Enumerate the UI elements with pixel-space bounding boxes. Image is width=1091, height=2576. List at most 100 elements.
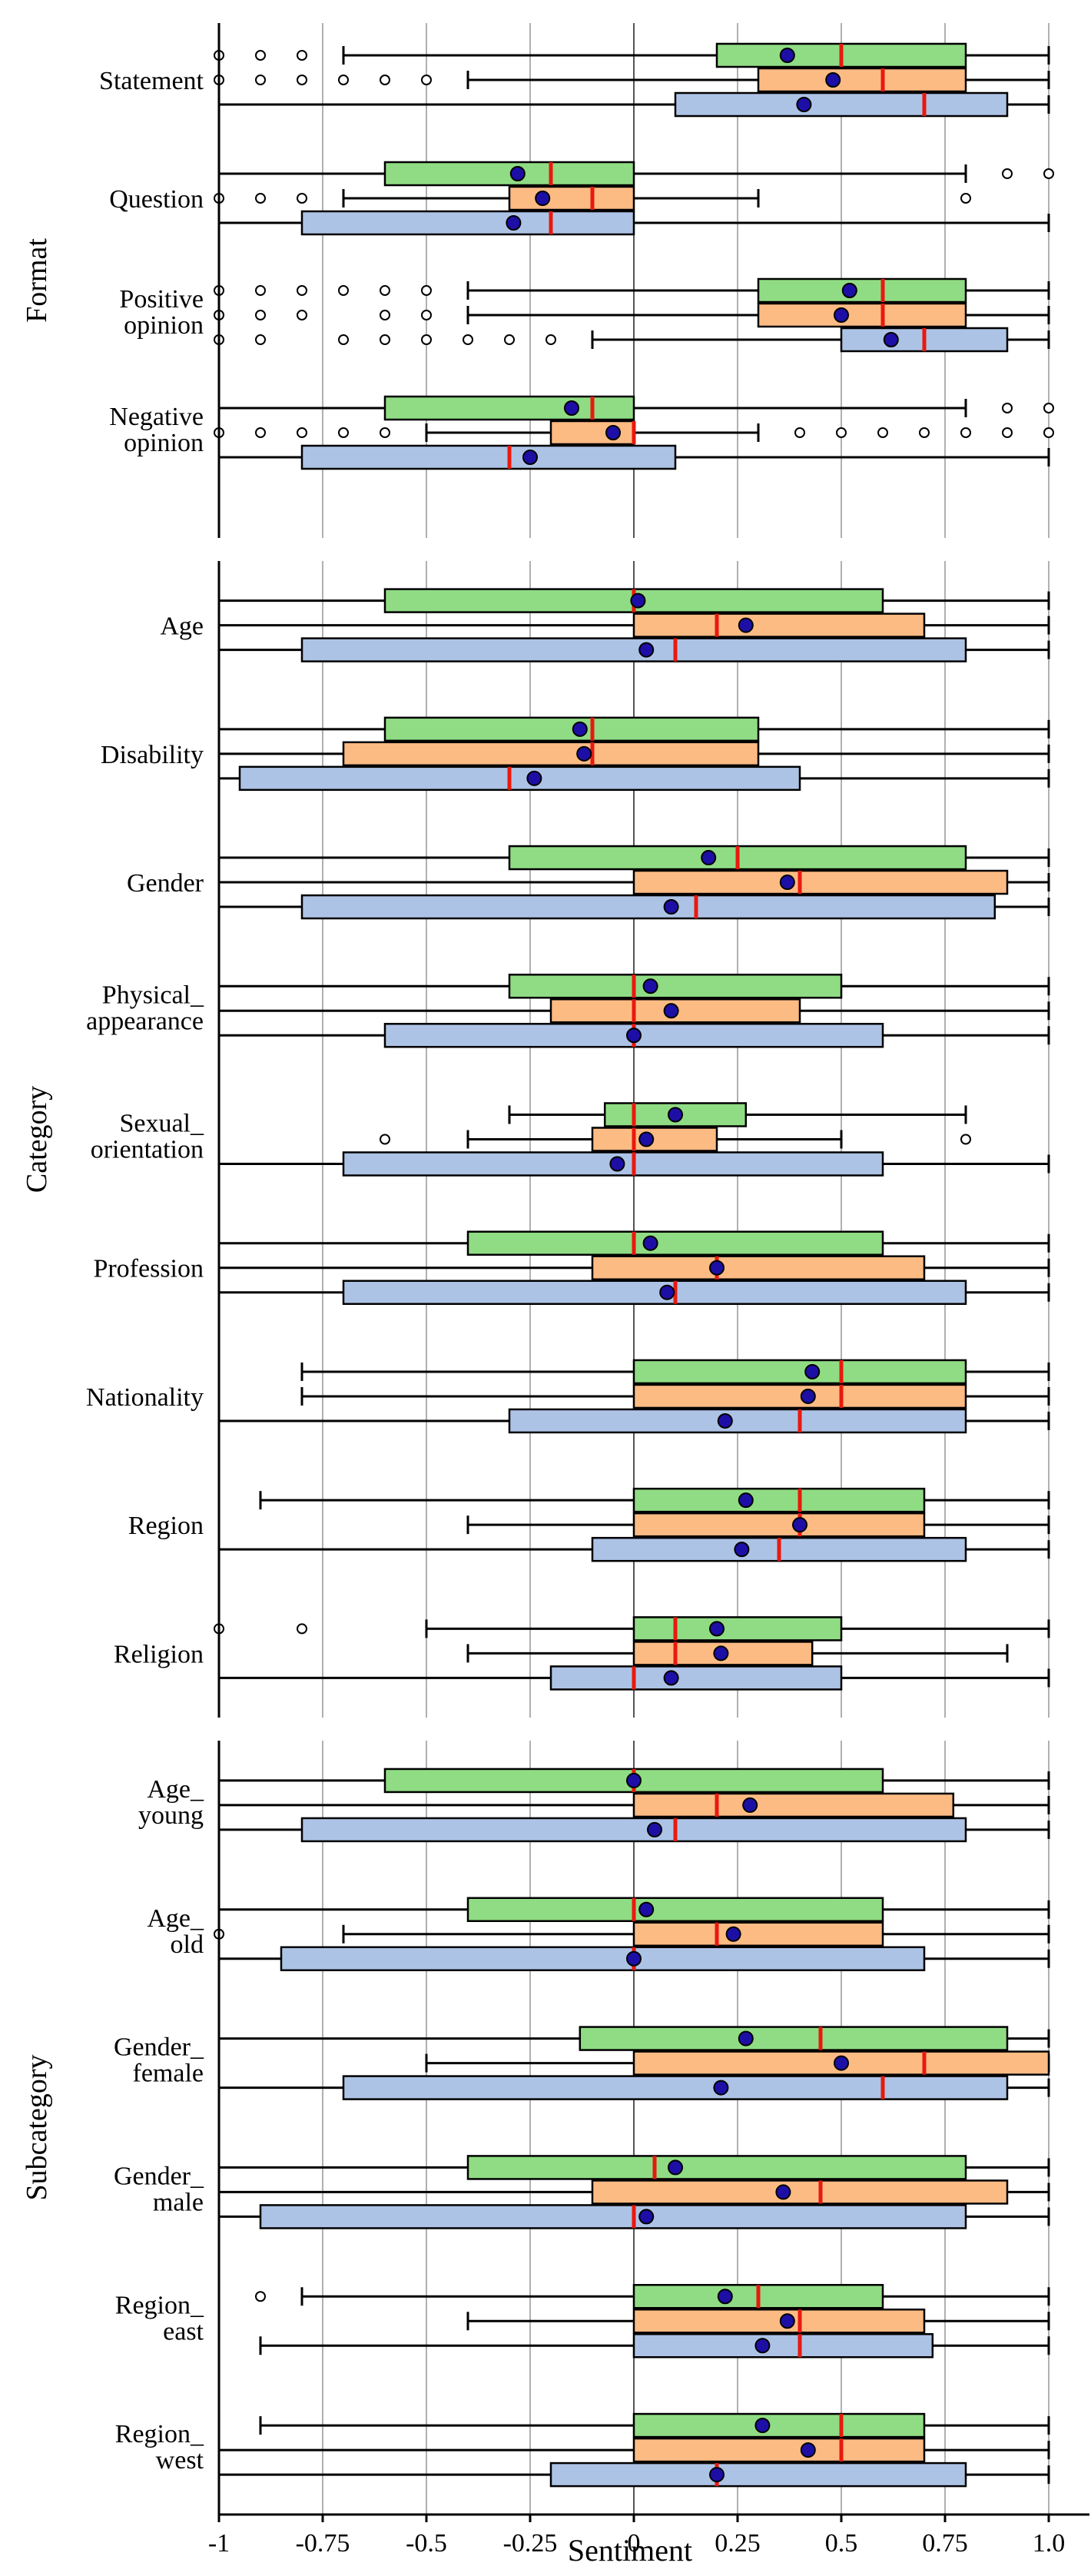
mean-point xyxy=(754,2338,771,2354)
box-series_2 xyxy=(214,185,971,211)
panel-title-subcategory: Subcategory xyxy=(21,2055,53,2201)
outlier-point xyxy=(338,285,349,296)
mean-point xyxy=(638,2209,655,2225)
outlier-point xyxy=(297,193,307,204)
x-tick-label: 0.75 xyxy=(922,2529,968,2558)
iqr-box xyxy=(508,974,843,999)
mean-point xyxy=(883,332,899,347)
box-series_3 xyxy=(217,1408,1050,1434)
iqr-box xyxy=(300,637,967,662)
mean-point xyxy=(668,1107,683,1123)
group-label: Positive opinion xyxy=(119,285,204,340)
iqr-box xyxy=(579,2026,1009,2051)
mean-point xyxy=(668,2159,683,2176)
outlier-point xyxy=(297,1623,307,1635)
mean-point xyxy=(709,1260,725,1276)
mean-point xyxy=(638,642,655,658)
mean-point xyxy=(506,215,522,231)
iqr-box xyxy=(632,2437,926,2463)
iqr-box xyxy=(300,894,996,920)
group-statement: Statement xyxy=(99,42,1050,118)
mean-point xyxy=(834,2055,849,2071)
outlier-point xyxy=(421,334,432,345)
mean-point xyxy=(626,1950,642,1967)
box-series_1 xyxy=(217,588,1050,613)
outlier-point xyxy=(297,50,307,61)
box-series_2 xyxy=(217,741,1050,767)
iqr-box xyxy=(632,1383,967,1409)
box-series_2 xyxy=(217,612,1050,638)
box-series_2 xyxy=(217,869,1050,895)
group-age: Age xyxy=(160,588,1050,662)
group-label-line: Positive xyxy=(119,285,204,314)
box-series_2 xyxy=(214,67,1050,93)
iqr-box xyxy=(632,869,1009,895)
outlier-point xyxy=(1002,168,1013,179)
mean-point xyxy=(725,1926,741,1942)
group-label: Gender_ female xyxy=(114,2033,204,2088)
outlier-point xyxy=(960,1134,971,1145)
outlier-point xyxy=(380,334,390,345)
group-label: Nationality xyxy=(86,1383,204,1412)
x-axis-title: Sentiment xyxy=(568,2533,692,2568)
outlier-point xyxy=(255,2291,266,2302)
iqr-box xyxy=(383,716,760,742)
outlier-point xyxy=(919,427,930,438)
box-series_3 xyxy=(217,1817,1050,1843)
outlier-point xyxy=(297,75,307,85)
box-series_3 xyxy=(217,1665,1050,1691)
mean-point xyxy=(663,1670,679,1686)
box-series_2 xyxy=(466,2309,1050,2334)
x-tick-label: -0.5 xyxy=(406,2529,447,2558)
box-series_3 xyxy=(259,2333,1050,2359)
group-region_west: Region_ west xyxy=(115,2412,1050,2488)
box-series_3 xyxy=(217,1023,1050,1048)
mean-point xyxy=(779,48,795,63)
box-series_1 xyxy=(255,2284,1050,2309)
group-label: Gender_ male xyxy=(114,2162,204,2216)
outlier-point xyxy=(877,427,888,438)
mean-point xyxy=(642,1235,658,1251)
group-label: Region xyxy=(128,1512,204,1540)
iqr-box xyxy=(300,1817,967,1843)
box-series_3 xyxy=(217,444,1050,470)
box-series_2 xyxy=(300,1383,1050,1409)
iqr-box xyxy=(757,67,967,93)
iqr-box xyxy=(591,2179,1009,2205)
mean-point xyxy=(626,1772,642,1788)
outlier-point xyxy=(338,427,349,438)
iqr-box xyxy=(383,395,635,421)
mean-point xyxy=(717,2289,733,2305)
mean-point xyxy=(834,307,849,323)
box-series_2 xyxy=(214,302,1050,328)
iqr-box xyxy=(632,2412,926,2438)
outlier-point xyxy=(338,334,349,345)
mean-point xyxy=(738,617,754,633)
group-label: Disability xyxy=(101,741,204,769)
group-age_old: Age_ old xyxy=(147,1897,1050,1971)
mean-point xyxy=(626,1027,642,1044)
mean-point xyxy=(779,2313,795,2329)
outlier-point xyxy=(960,427,971,438)
outlier-point xyxy=(297,427,307,438)
box-series_3 xyxy=(217,2075,1050,2100)
outlier-point xyxy=(1002,403,1013,413)
box-series_1 xyxy=(259,2412,1050,2438)
group-label: Religion xyxy=(114,1640,204,1668)
iqr-box xyxy=(238,765,801,792)
panel-title-category: Category xyxy=(21,1086,53,1193)
x-tick-label: -0.25 xyxy=(503,2529,558,2558)
iqr-box xyxy=(549,2461,967,2488)
mean-point xyxy=(526,770,542,786)
outlier-point xyxy=(297,285,307,296)
box-series_2 xyxy=(380,1127,971,1152)
group-negativeopinion: Negative opinion xyxy=(109,395,1054,470)
iqr-box xyxy=(632,1359,967,1385)
mean-point xyxy=(800,1388,816,1404)
x-tick-label: -0.75 xyxy=(296,2529,350,2558)
group-label-line: orientation xyxy=(91,1136,204,1164)
